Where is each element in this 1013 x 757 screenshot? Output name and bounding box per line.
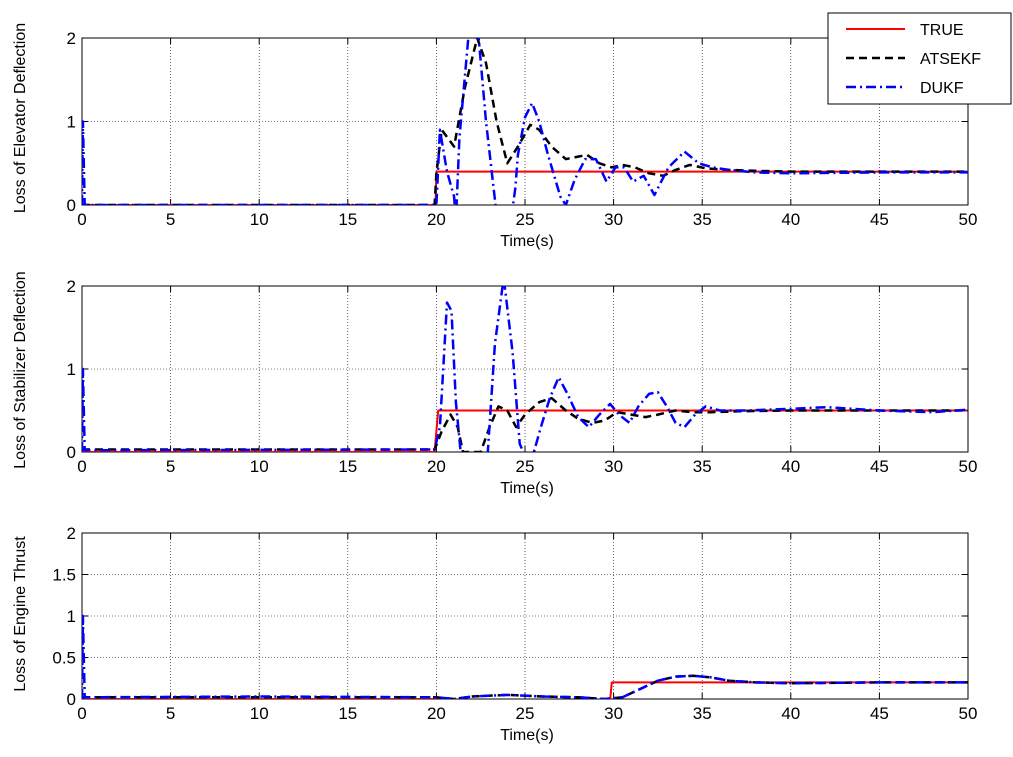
x-tick-label: 40 bbox=[781, 457, 800, 476]
x-tick-label: 15 bbox=[338, 457, 357, 476]
x-tick-label: 40 bbox=[781, 210, 800, 229]
y-tick-label: 1.5 bbox=[52, 566, 76, 585]
x-tick-label: 45 bbox=[870, 457, 889, 476]
y-tick-label: 1 bbox=[67, 607, 76, 626]
x-tick-label: 45 bbox=[870, 210, 889, 229]
x-tick-label: 20 bbox=[427, 704, 446, 723]
y-tick-label: 1 bbox=[67, 113, 76, 132]
y-tick-label: 2 bbox=[67, 524, 76, 543]
y-axis-label: Loss of Elevator Deflection bbox=[12, 23, 29, 213]
x-tick-label: 10 bbox=[250, 457, 269, 476]
y-tick-label: 0 bbox=[67, 196, 76, 215]
x-tick-label: 20 bbox=[427, 210, 446, 229]
x-axis-label: Time(s) bbox=[500, 480, 554, 497]
series-true bbox=[82, 409, 968, 452]
series-group bbox=[82, 38, 968, 205]
subplot-2: 0 5 10 15 20 25 30 35 40 45 50 0 1 2 Time(s) Loss of St… bbox=[12, 271, 977, 497]
series-dukf bbox=[82, 286, 968, 452]
x-tick-label: 0 bbox=[77, 210, 86, 229]
y-tick-label: 2 bbox=[67, 29, 76, 48]
x-tick-label: 35 bbox=[693, 210, 712, 229]
x-tick-label: 25 bbox=[516, 457, 535, 476]
x-tick-label: 20 bbox=[427, 457, 446, 476]
x-tick-label: 5 bbox=[166, 704, 175, 723]
x-tick-label: 5 bbox=[166, 210, 175, 229]
grid bbox=[82, 38, 968, 205]
subplot-1: 0 5 10 15 20 25 30 35 40 45 50 0 1 2 Time(s) Loss of El… bbox=[12, 23, 978, 250]
x-tick-label: 50 bbox=[959, 457, 978, 476]
x-tick-label: 25 bbox=[516, 704, 535, 723]
legend-label-dukf: DUKF bbox=[920, 80, 964, 97]
x-tick-label: 10 bbox=[250, 210, 269, 229]
grid bbox=[82, 286, 968, 452]
x-tick-label: 0 bbox=[77, 704, 86, 723]
series-group bbox=[82, 614, 968, 699]
series-true bbox=[82, 681, 968, 699]
y-tick-label: 0 bbox=[67, 690, 76, 709]
grid bbox=[82, 533, 968, 699]
x-tick-label: 15 bbox=[338, 704, 357, 723]
x-tick-label: 15 bbox=[338, 210, 357, 229]
x-tick-label: 30 bbox=[604, 210, 623, 229]
y-tick-label: 1 bbox=[67, 360, 76, 379]
y-axis-label: Loss of Engine Thrust bbox=[12, 536, 29, 692]
series-group bbox=[82, 286, 968, 452]
x-axis-label: Time(s) bbox=[500, 233, 554, 250]
x-axis-label: Time(s) bbox=[500, 727, 554, 744]
y-tick-label: 2 bbox=[67, 277, 76, 296]
x-tick-label: 10 bbox=[250, 704, 269, 723]
x-tick-label: 35 bbox=[693, 704, 712, 723]
legend-label-true: TRUE bbox=[920, 22, 964, 39]
x-tick-label: 5 bbox=[166, 457, 175, 476]
y-tick-label: 0.5 bbox=[52, 649, 76, 668]
y-tick-label: 0 bbox=[67, 443, 76, 462]
legend-label-atsekf: ATSEKF bbox=[920, 51, 981, 68]
x-tick-label: 50 bbox=[959, 210, 978, 229]
x-tick-label: 25 bbox=[516, 210, 535, 229]
x-tick-label: 45 bbox=[870, 704, 889, 723]
x-tick-label: 35 bbox=[693, 457, 712, 476]
x-tick-label: 30 bbox=[604, 457, 623, 476]
legend: TRUE ATSEKF DUKF bbox=[827, 12, 1012, 105]
y-axis-label: Loss of Stabilizer Deflection bbox=[12, 271, 29, 468]
series-atsekf bbox=[82, 396, 968, 452]
series-dukf bbox=[82, 614, 968, 699]
series-dukf bbox=[82, 38, 968, 205]
x-tick-label: 50 bbox=[959, 704, 978, 723]
x-tick-label: 40 bbox=[781, 704, 800, 723]
x-tick-label: 30 bbox=[604, 704, 623, 723]
subplot-3: 0 5 10 15 20 25 30 35 40 45 50 0 0.5 1 1.5 2 Time(s) Loss… bbox=[12, 524, 977, 744]
x-tick-label: 0 bbox=[77, 457, 86, 476]
